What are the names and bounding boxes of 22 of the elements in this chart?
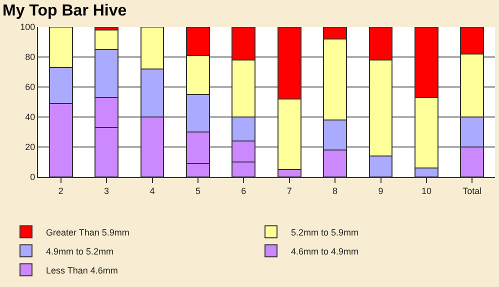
legend-label: 4.9mm to 5.2mm bbox=[46, 246, 114, 256]
x-tick-label: 3 bbox=[104, 186, 110, 196]
x-tick-label: Total bbox=[462, 186, 482, 196]
x-tick-label: 6 bbox=[241, 186, 246, 196]
legend-label: Greater Than 5.9mm bbox=[46, 227, 130, 238]
x-tick-label: 8 bbox=[332, 186, 338, 196]
x-tick-label: 7 bbox=[286, 186, 292, 196]
y-tick-label: 100 bbox=[20, 22, 36, 32]
x-tick-label: 10 bbox=[421, 186, 432, 196]
y-tick-label: 40 bbox=[25, 112, 36, 122]
x-tick-label: 9 bbox=[378, 186, 384, 196]
y-tick-label: 80 bbox=[25, 52, 36, 62]
x-tick-label: 5 bbox=[195, 186, 200, 196]
chart-title: My Top Bar Hive bbox=[2, 2, 127, 20]
y-tick-label: 20 bbox=[25, 142, 36, 152]
y-tick-label: 60 bbox=[25, 82, 36, 92]
x-tick-label: 2 bbox=[58, 186, 64, 196]
legend-label: Less Than 4.6mm bbox=[46, 265, 118, 276]
legend-label: 4.6mm to 4.9mm bbox=[291, 246, 359, 256]
y-tick-label: 0 bbox=[30, 172, 36, 182]
legend-label: 5.2mm to 5.9mm bbox=[291, 227, 359, 238]
x-tick-label: 4 bbox=[150, 186, 155, 196]
